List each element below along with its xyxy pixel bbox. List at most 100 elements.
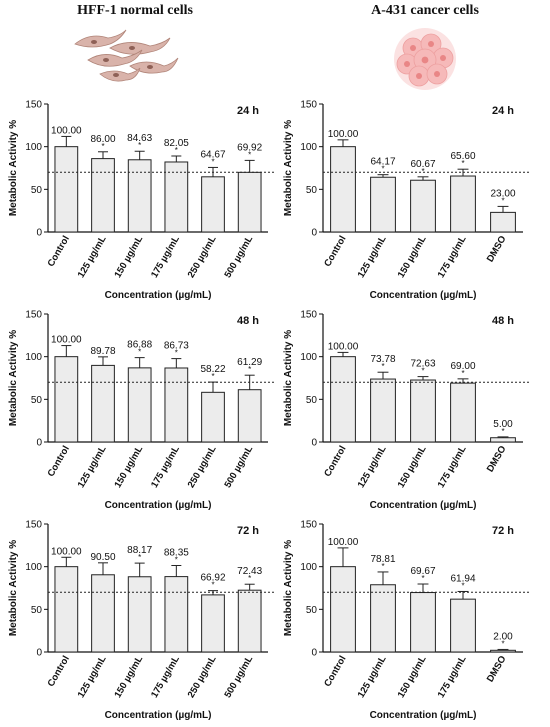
bar: [201, 176, 225, 233]
x-axis-label: Concentration (µg/mL): [370, 710, 477, 721]
significance-star: *: [175, 146, 178, 155]
x-tick-label: 175 µg/mL: [436, 234, 469, 280]
bar: [370, 378, 396, 443]
significance-star: *: [461, 369, 464, 378]
bar-chart-svg: 0 50 100 150 Metabolic Activity % 72 h 100.00 C…: [283, 520, 529, 721]
x-tick-label: 175 µg/mL: [149, 444, 182, 490]
data-label: 86.00: [90, 134, 115, 145]
bar: [164, 367, 189, 443]
x-axis-label: Concentration (µg/mL): [105, 710, 212, 721]
bar: [201, 391, 225, 443]
x-tick-label: 500 µg/mL: [222, 654, 255, 700]
x-tick-label: 175 µg/mL: [436, 444, 469, 490]
data-label: 72.43: [237, 566, 262, 577]
bar: [450, 598, 476, 653]
x-tick-label: 125 µg/mL: [356, 654, 389, 700]
x-tick-label: 150 µg/mL: [396, 234, 429, 280]
x-tick-label: Control: [46, 234, 72, 269]
data-label: 100.00: [328, 341, 359, 352]
data-label: 64.67: [200, 149, 225, 160]
y-tick-label: 50: [306, 605, 318, 616]
significance-star: *: [248, 365, 251, 374]
x-tick-label: Control: [46, 654, 72, 689]
data-label: 66.92: [200, 573, 225, 584]
x-tick-label: Control: [322, 444, 348, 479]
bar: [237, 171, 262, 233]
x-tick-label: DMSO: [485, 444, 509, 474]
significance-star: *: [381, 165, 384, 174]
y-tick-label: 150: [25, 100, 42, 111]
data-label: 100.00: [51, 335, 82, 346]
data-label: 61.94: [450, 573, 475, 584]
bar: [237, 589, 262, 653]
significance-star: *: [211, 372, 214, 381]
y-tick-label: 100: [300, 562, 317, 573]
data-label: 78.81: [370, 554, 395, 565]
y-tick-label: 150: [300, 100, 317, 111]
fibroblast-cells-icon: [74, 29, 179, 82]
data-label: 65.60: [450, 151, 475, 162]
bar-chart-svg: 0 50 100 150 Metabolic Activity % 72 h 100.00 C…: [8, 520, 274, 721]
bar: [450, 175, 476, 233]
significance-star: *: [381, 562, 384, 571]
bar: [54, 146, 79, 233]
x-tick-label: 250 µg/mL: [186, 444, 219, 490]
significance-star: *: [248, 574, 251, 583]
bar: [237, 389, 262, 443]
x-tick-label: 150 µg/mL: [112, 444, 145, 490]
x-tick-label: 125 µg/mL: [356, 234, 389, 280]
y-tick-label: 100: [300, 352, 317, 363]
x-axis-label: Concentration (µg/mL): [370, 290, 477, 301]
x-tick-label: DMSO: [485, 234, 509, 264]
y-tick-label: 0: [36, 648, 42, 659]
data-label: 2.00: [493, 631, 513, 642]
data-label: 100.00: [328, 129, 359, 140]
data-label: 100.00: [328, 537, 359, 548]
significance-star: *: [461, 159, 464, 168]
x-tick-label: DMSO: [485, 654, 509, 684]
x-tick-label: 175 µg/mL: [436, 654, 469, 700]
data-label: 82.05: [164, 138, 189, 149]
data-label: 69.67: [410, 566, 435, 577]
y-axis-label: Metabolic Activity %: [8, 120, 19, 216]
bar: [91, 158, 115, 233]
data-label: 73.78: [370, 354, 395, 365]
x-tick-label: Control: [322, 234, 348, 269]
data-label: 60.67: [410, 159, 435, 170]
data-label: 86.73: [164, 341, 189, 352]
significance-star: *: [211, 157, 214, 166]
y-tick-label: 0: [311, 438, 317, 449]
bar: [54, 566, 79, 653]
significance-star: *: [211, 581, 214, 590]
significance-star: *: [175, 349, 178, 358]
bar: [330, 146, 356, 233]
y-tick-label: 0: [36, 228, 42, 239]
significance-star: *: [501, 639, 504, 648]
bar: [370, 584, 396, 653]
bar: [410, 379, 436, 443]
significance-star: *: [501, 427, 504, 436]
x-tick-label: Control: [322, 654, 348, 689]
y-tick-label: 50: [306, 395, 318, 406]
x-tick-label: 125 µg/mL: [76, 444, 109, 490]
bar: [450, 382, 476, 443]
y-axis-label: Metabolic Activity %: [283, 120, 294, 216]
chart-a431-24h: 0 50 100 150 Metabolic Activity % 24 h 100.00 C…: [275, 92, 550, 302]
y-tick-label: 0: [311, 648, 317, 659]
x-tick-label: 125 µg/mL: [76, 234, 109, 280]
bar-chart-svg: 0 50 100 150 Metabolic Activity % 24 h 100.00 C…: [283, 100, 529, 301]
column-title-hff1: HFF-1 normal cells: [77, 3, 193, 18]
cancer-spheroid-icon: [394, 28, 456, 90]
bar: [164, 161, 189, 233]
data-label: 61.29: [237, 357, 262, 368]
bar: [490, 437, 516, 443]
bar: [91, 574, 115, 653]
data-label: 89.78: [90, 346, 115, 357]
x-tick-label: 175 µg/mL: [149, 234, 182, 280]
bar: [330, 566, 356, 653]
significance-star: *: [138, 348, 141, 357]
bar-chart-svg: 0 50 100 150 Metabolic Activity % 48 h 100.00 C…: [8, 310, 274, 511]
data-label: 5.00: [493, 419, 513, 430]
y-axis-label: Metabolic Activity %: [8, 330, 19, 426]
chart-hff1-48h: 0 50 100 150 Metabolic Activity % 48 h 100.00 C…: [0, 302, 275, 512]
